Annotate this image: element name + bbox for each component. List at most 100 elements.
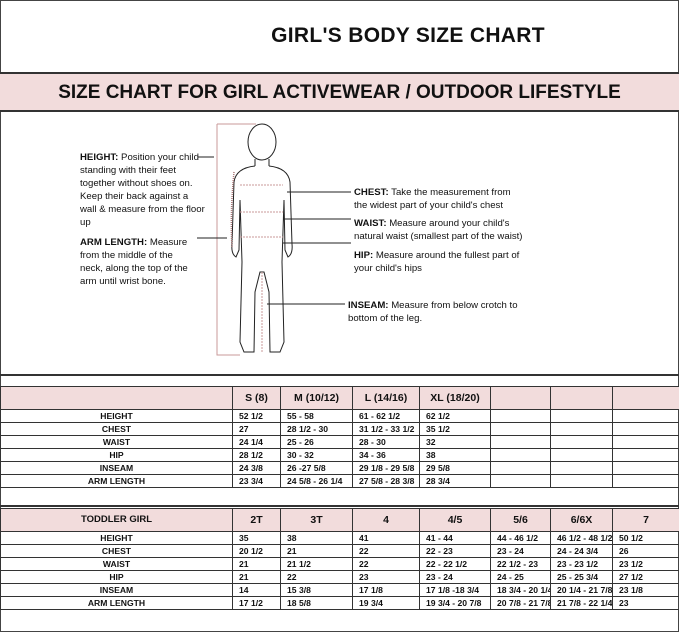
- table-cell: 21 7/8 - 22 1/4: [550, 596, 613, 610]
- table-cell: [612, 409, 679, 423]
- size-header: 7: [612, 508, 679, 532]
- subtitle-band: SIZE CHART FOR GIRL ACTIVEWEAR / OUTDOOR…: [0, 72, 679, 112]
- measurement-label: WAIST: [0, 435, 233, 449]
- size-header: L (14/16): [352, 386, 420, 410]
- table-cell: 22: [280, 570, 353, 584]
- table-cell: 23 - 23 1/2: [550, 557, 613, 571]
- table-cell: 28 1/2 - 30: [280, 422, 353, 436]
- size-header: 2T: [232, 508, 281, 532]
- table-cell: 23 - 24: [419, 570, 491, 584]
- table-row: ARM LENGTH 17 1/2 18 5/8 19 3/4 19 3/4 - 20 …: [0, 596, 679, 610]
- waist-note: WAIST: Measure around your child's natur…: [354, 218, 523, 242]
- table-cell: 14: [232, 583, 281, 597]
- table-cell: 25 - 25 3/4: [550, 570, 613, 584]
- table-cell: 18 3/4 - 20 1/4: [490, 583, 551, 597]
- table-cell: 26 -27 5/8: [280, 461, 353, 475]
- height-note: HEIGHT: Position your child standing wit…: [80, 152, 205, 228]
- table-cell: 24 3/8: [232, 461, 281, 475]
- table-cell: 23 1/8: [612, 583, 679, 597]
- table-cell: 22 - 22 1/2: [419, 557, 491, 571]
- table-cell: [612, 461, 679, 475]
- girl-size-table: S (8) M (10/12) L (14/16) XL (18/20) HEIGHT 5…: [0, 386, 679, 488]
- table-cell: [612, 474, 679, 488]
- table-cell: 20 1/4 - 21 7/8: [550, 583, 613, 597]
- table-cell: [490, 435, 551, 449]
- table-cell: 17 1/8: [352, 583, 420, 597]
- table-cell: 28 - 30: [352, 435, 420, 449]
- table-cell: 38: [419, 448, 491, 462]
- child-figure-icon: [197, 123, 351, 356]
- table-cell: 20 1/2: [232, 544, 281, 558]
- size-header: 3T: [280, 508, 353, 532]
- table-cell: 46 1/2 - 48 1/2: [550, 531, 613, 545]
- table-cell: 52 1/2: [232, 409, 281, 423]
- measurement-label: ARM LENGTH: [0, 474, 233, 488]
- size-header: 5/6: [490, 508, 551, 532]
- size-header: 6/6X: [550, 508, 613, 532]
- table-cell: 55 - 58: [280, 409, 353, 423]
- table-cell: 29 1/8 - 29 5/8: [352, 461, 420, 475]
- size-header: [612, 386, 679, 410]
- page-title: GIRL'S BODY SIZE CHART: [271, 24, 545, 47]
- table-cell: [550, 409, 613, 423]
- measurement-illustration: HEIGHT: Position your child standing wit…: [0, 112, 679, 376]
- table-row: HEIGHT 35 38 41 41 - 44 44 - 46 1/2 46 1/2 - 4…: [0, 531, 679, 545]
- header-label-cell: [0, 386, 233, 410]
- table-cell: 38: [280, 531, 353, 545]
- header-label-cell: TODDLER GIRL: [0, 508, 233, 532]
- size-header: [550, 386, 613, 410]
- table-row: CHEST 20 1/2 21 22 22 - 23 23 - 24 24 - 24 3/4…: [0, 544, 679, 558]
- measurement-label: ARM LENGTH: [0, 596, 233, 610]
- table-cell: 24 5/8 - 26 1/4: [280, 474, 353, 488]
- table-cell: 30 - 32: [280, 448, 353, 462]
- arm-length-note: ARM LENGTH: Measure from the middle of t…: [80, 237, 188, 287]
- size-header: S (8): [232, 386, 281, 410]
- table-cell: 31 1/2 - 33 1/2: [352, 422, 420, 436]
- size-header: 4: [352, 508, 420, 532]
- table-cell: [612, 435, 679, 449]
- table-cell: 27 5/8 - 28 3/8: [352, 474, 420, 488]
- table-cell: 25 - 26: [280, 435, 353, 449]
- size-header: [490, 386, 551, 410]
- size-header: M (10/12): [280, 386, 353, 410]
- table-cell: 23 1/2: [612, 557, 679, 571]
- table-cell: 50 1/2: [612, 531, 679, 545]
- table-cell: 23: [612, 596, 679, 610]
- table-row: WAIST 21 21 1/2 22 22 - 22 1/2 22 1/2 - 23 23 …: [0, 557, 679, 571]
- table-row: INSEAM 14 15 3/8 17 1/8 17 1/8 -18 3/4 18 3/4…: [0, 583, 679, 597]
- table-cell: 22: [352, 544, 420, 558]
- table-cell: 28 3/4: [419, 474, 491, 488]
- measurement-label: INSEAM: [0, 583, 233, 597]
- table-cell: 21 1/2: [280, 557, 353, 571]
- measurement-label: CHEST: [0, 422, 233, 436]
- table-cell: [490, 409, 551, 423]
- table-cell: 22 1/2 - 23: [490, 557, 551, 571]
- table-cell: [490, 422, 551, 436]
- table-cell: 21: [232, 557, 281, 571]
- divider: [0, 493, 679, 507]
- table-cell: 20 7/8 - 21 7/8: [490, 596, 551, 610]
- table-cell: 21: [280, 544, 353, 558]
- measurement-label: HIP: [0, 448, 233, 462]
- subtitle: SIZE CHART FOR GIRL ACTIVEWEAR / OUTDOOR…: [58, 82, 621, 103]
- table-cell: 17 1/8 -18 3/4: [419, 583, 491, 597]
- table-cell: 28 1/2: [232, 448, 281, 462]
- table-cell: [612, 422, 679, 436]
- table-cell: 19 3/4 - 20 7/8: [419, 596, 491, 610]
- table-cell: 27: [232, 422, 281, 436]
- table-cell: [490, 474, 551, 488]
- table-cell: [490, 461, 551, 475]
- table-cell: 24 - 24 3/4: [550, 544, 613, 558]
- table-header-row: S (8) M (10/12) L (14/16) XL (18/20): [0, 386, 679, 410]
- measurement-label: HEIGHT: [0, 531, 233, 545]
- table-cell: 22 - 23: [419, 544, 491, 558]
- table-header-row: TODDLER GIRL 2T 3T 4 4/5 5/6 6/6X 7: [0, 508, 679, 532]
- table-cell: 24 1/4: [232, 435, 281, 449]
- table-cell: 29 5/8: [419, 461, 491, 475]
- table-cell: 61 - 62 1/2: [352, 409, 420, 423]
- table-cell: 18 5/8: [280, 596, 353, 610]
- measurement-label: INSEAM: [0, 461, 233, 475]
- table-cell: 22: [352, 557, 420, 571]
- table-row: HIP 28 1/2 30 - 32 34 - 36 38: [0, 448, 679, 462]
- table-row: ARM LENGTH 23 3/4 24 5/8 - 26 1/4 27 5/8 - …: [0, 474, 679, 488]
